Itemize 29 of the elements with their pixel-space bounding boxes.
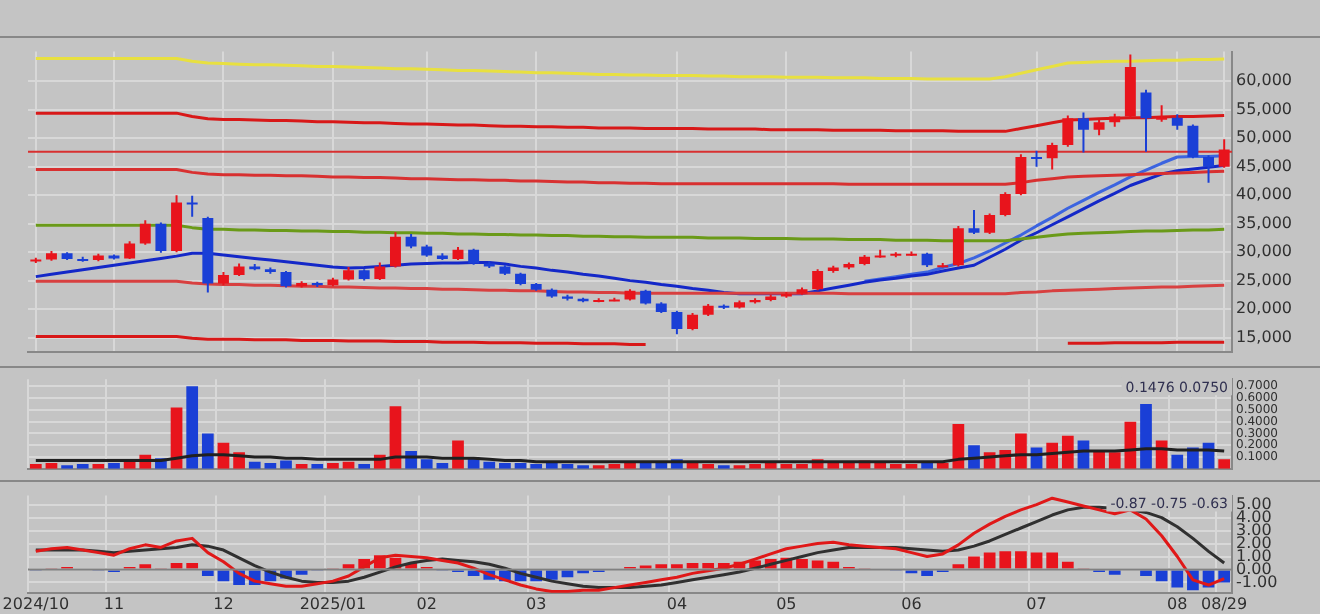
x-tick-label: 06 [901,594,922,613]
y-tick-label: 3.00 [1236,520,1272,539]
y-tick-label: 25,000 [1236,270,1292,289]
x-tick-label: 2024/10 [2,594,70,613]
y-tick-label: 0.00 [1236,559,1272,578]
x-tick-label: 08 [1167,594,1188,613]
y-tick-label: 40,000 [1236,185,1292,204]
y-tick-label: 60,000 [1236,71,1292,90]
x-tick-label: 05 [776,594,797,613]
x-tick-label: 03 [525,594,547,613]
x-tick-label: 08/29 [1201,594,1248,613]
x-tick-label: 02 [416,594,437,613]
y-tick-label: 30,000 [1236,242,1292,261]
y-tick-label: 5.00 [1236,494,1272,513]
x-tick-label: 12 [213,594,234,613]
y-tick-label: 45,000 [1236,156,1292,175]
y-tick-label: 20,000 [1236,299,1292,318]
y-tick-label: -1.00 [1236,572,1278,591]
x-tick-label: 2025/01 [299,594,367,613]
y-tick-label: 35,000 [1236,213,1292,232]
x-tick-label: 07 [1026,594,1047,613]
y-tick-label: 4.00 [1236,507,1272,526]
y-tick-label: 50,000 [1236,128,1292,147]
y-tick-label: 2.00 [1236,533,1272,552]
y-tick-label: 55,000 [1236,99,1292,118]
x-tick-label: 04 [666,594,688,613]
y-tick-label: 15,000 [1236,327,1292,346]
y-tick-label: 1.00 [1236,546,1272,565]
x-tick-label: 11 [103,594,125,613]
